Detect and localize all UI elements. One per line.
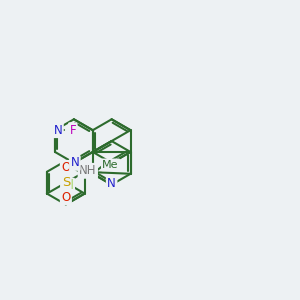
Text: NH: NH	[79, 164, 97, 177]
Text: F: F	[70, 124, 76, 137]
Text: N: N	[70, 156, 79, 170]
Text: Me: Me	[102, 160, 119, 170]
Text: O: O	[61, 161, 70, 174]
Text: O: O	[61, 191, 70, 204]
Text: S: S	[62, 176, 70, 189]
Text: N: N	[54, 124, 62, 137]
Text: N: N	[107, 177, 116, 190]
Text: Cl: Cl	[62, 179, 74, 192]
